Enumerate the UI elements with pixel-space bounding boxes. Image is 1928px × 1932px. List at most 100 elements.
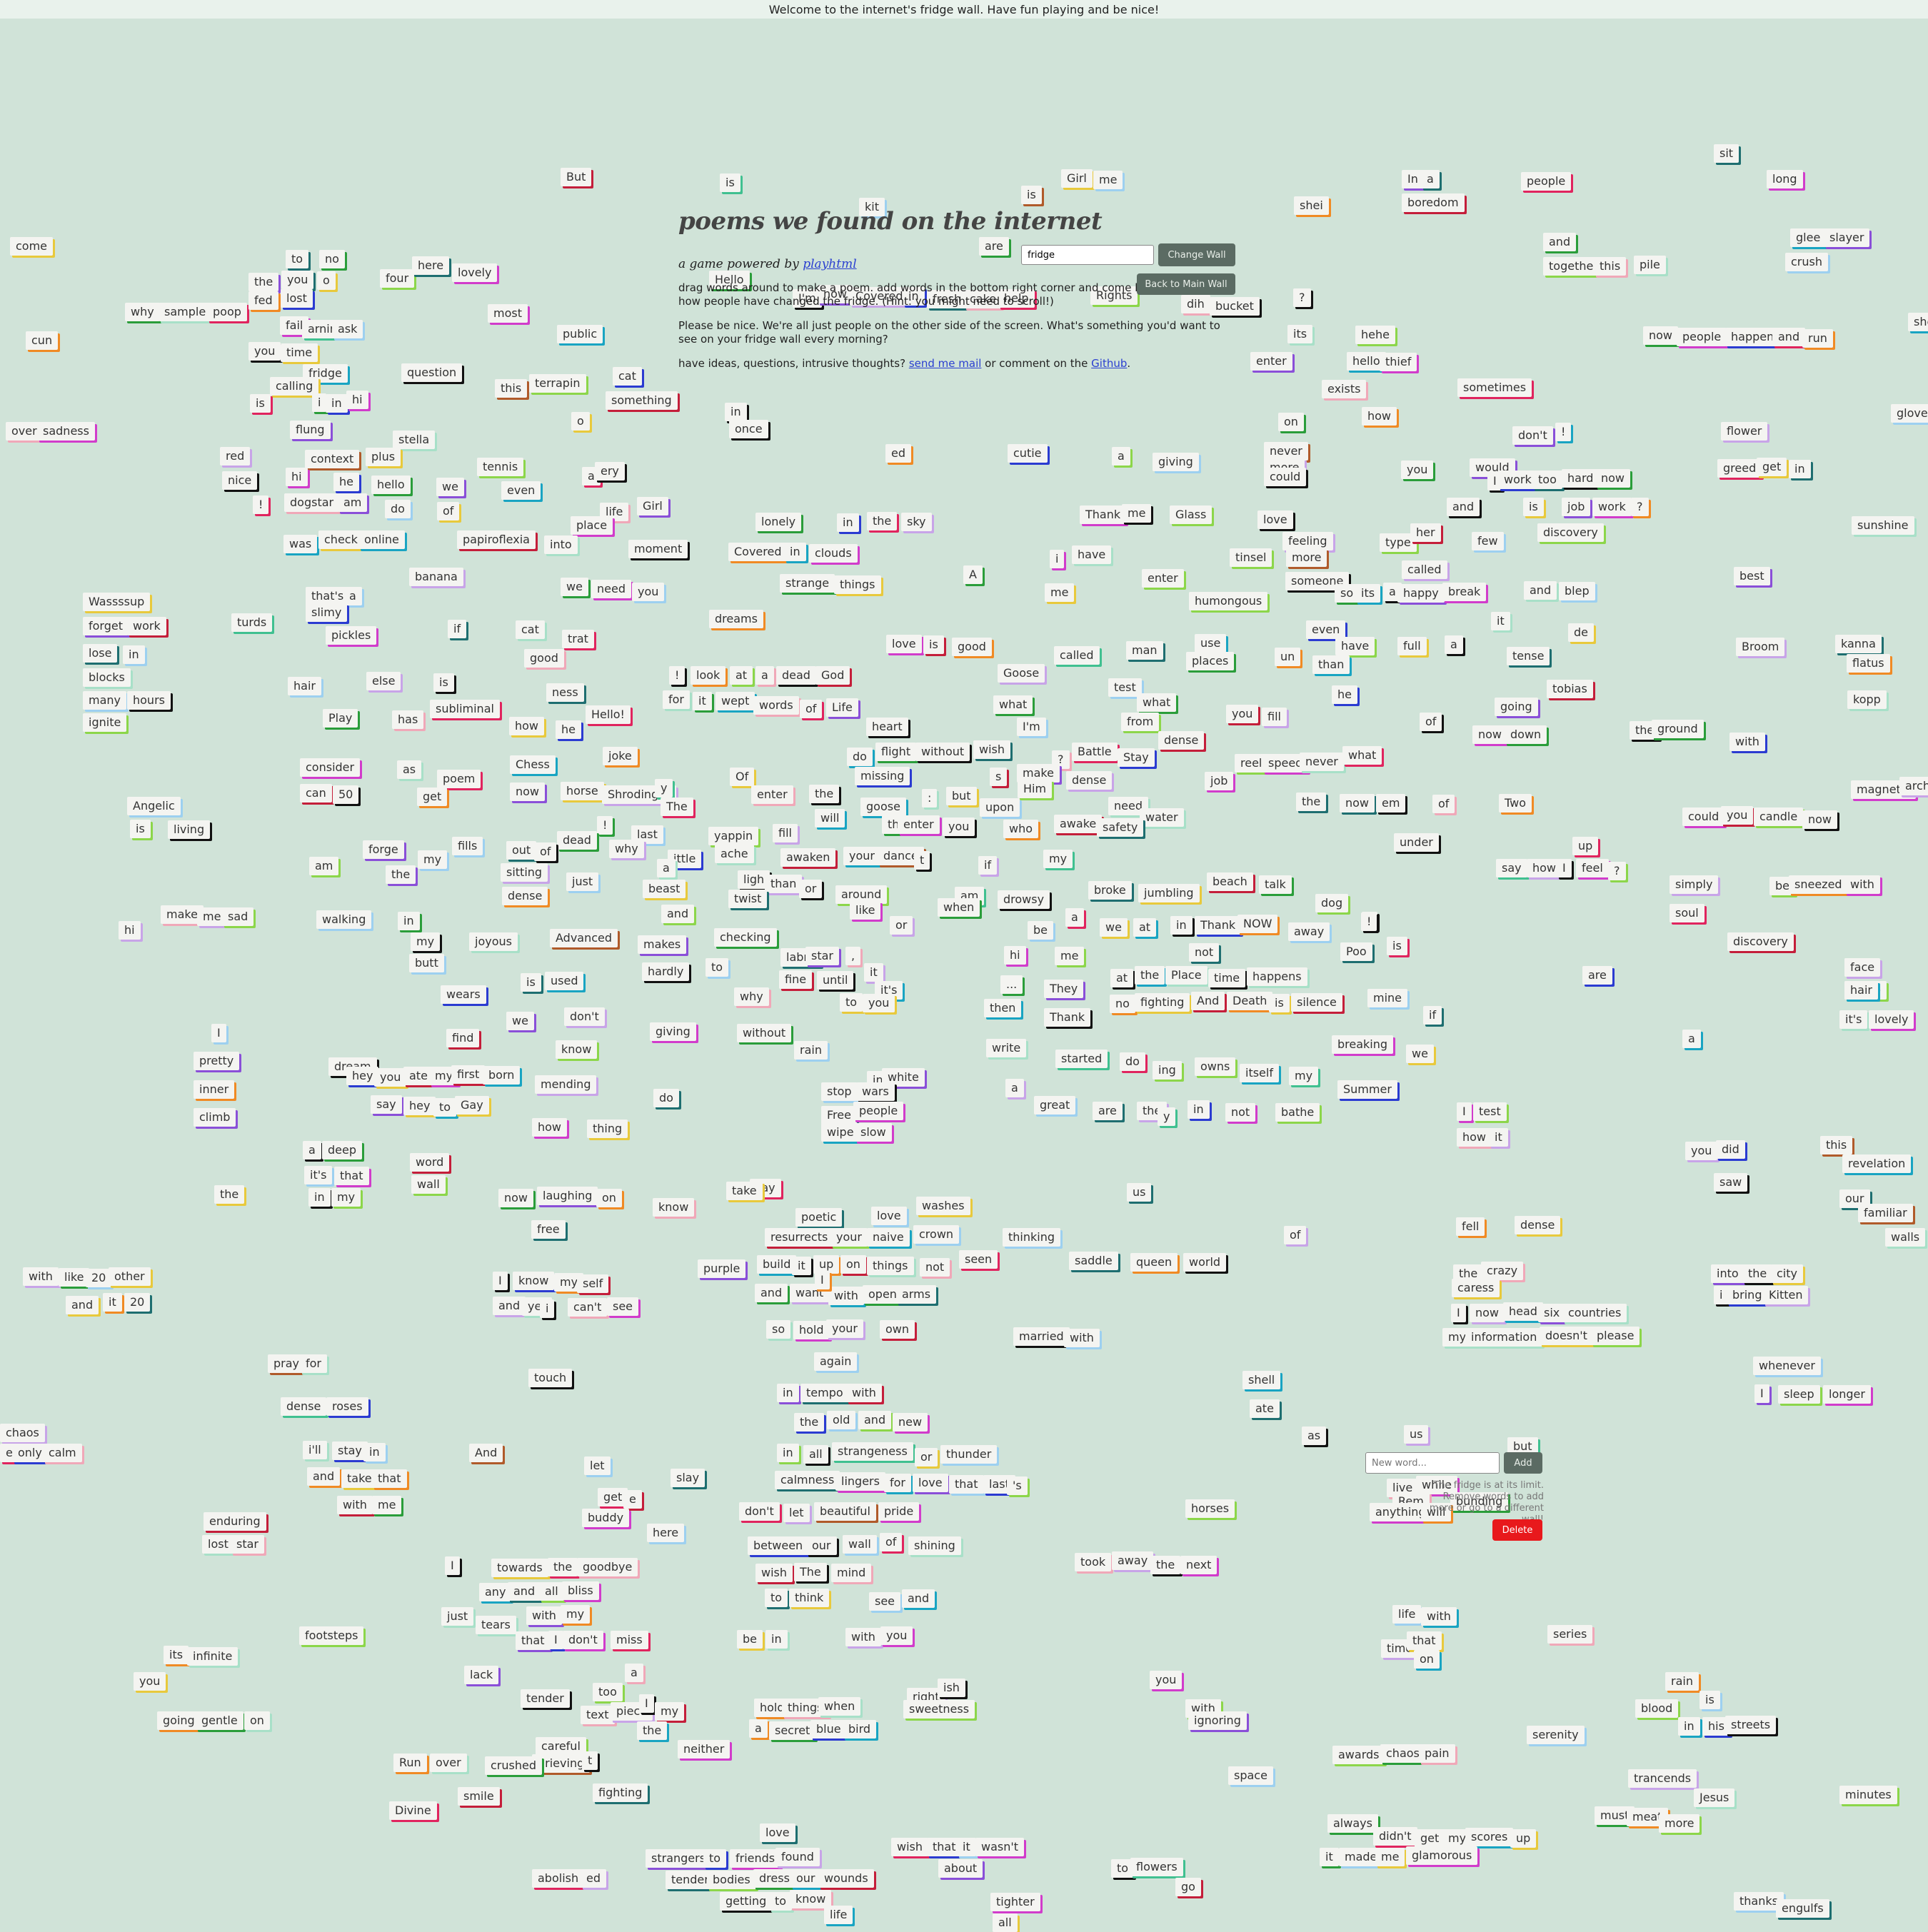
word-magnet[interactable]: people — [1677, 328, 1727, 346]
word-magnet[interactable]: question — [401, 363, 463, 382]
word-magnet[interactable]: arch — [1899, 777, 1928, 795]
word-magnet[interactable]: take — [726, 1182, 763, 1200]
word-magnet[interactable]: fighting — [593, 1783, 648, 1802]
word-magnet[interactable]: to — [765, 1589, 788, 1607]
word-magnet[interactable]: space — [1228, 1766, 1273, 1785]
word-magnet[interactable]: about — [938, 1859, 983, 1878]
word-magnet[interactable]: 's — [1007, 1476, 1028, 1495]
word-magnet[interactable]: if — [448, 620, 467, 638]
word-magnet[interactable]: she — [1908, 313, 1928, 331]
word-magnet[interactable]: to — [769, 1892, 793, 1911]
word-magnet[interactable]: fighting — [1135, 993, 1190, 1012]
word-magnet[interactable]: is — [521, 973, 541, 992]
word-magnet[interactable]: rain — [794, 1041, 828, 1060]
word-magnet[interactable]: face — [1844, 958, 1881, 977]
word-magnet[interactable]: life — [1392, 1605, 1422, 1624]
word-magnet[interactable]: if — [1423, 1006, 1442, 1025]
word-magnet[interactable]: revelation — [1842, 1154, 1912, 1173]
word-magnet[interactable]: be — [737, 1630, 763, 1649]
word-magnet[interactable]: abolish — [532, 1869, 585, 1888]
word-magnet[interactable]: hey — [346, 1067, 379, 1085]
word-magnet[interactable]: did — [1716, 1140, 1745, 1159]
word-magnet[interactable]: are — [1093, 1102, 1123, 1120]
word-magnet[interactable]: love — [1257, 510, 1293, 529]
word-magnet[interactable]: dog — [1315, 894, 1349, 912]
word-magnet[interactable]: it — [1489, 1128, 1508, 1147]
word-magnet[interactable]: blep — [1559, 582, 1595, 600]
word-magnet[interactable]: ish — [938, 1679, 965, 1697]
new-word-input[interactable] — [1365, 1452, 1500, 1474]
word-magnet[interactable]: it — [1491, 612, 1510, 630]
word-magnet[interactable]: even — [1306, 620, 1346, 639]
word-magnet[interactable]: how — [1457, 1128, 1492, 1147]
word-magnet[interactable]: hi — [1004, 946, 1026, 965]
word-magnet[interactable]: not — [1225, 1103, 1256, 1122]
word-magnet[interactable]: humongous — [1189, 592, 1268, 610]
word-magnet[interactable]: glamorous — [1406, 1846, 1478, 1865]
word-magnet[interactable]: away — [1288, 922, 1330, 941]
word-magnet[interactable]: breaking — [1332, 1035, 1394, 1054]
word-magnet[interactable]: here — [647, 1524, 685, 1542]
word-magnet[interactable]: me — [1375, 1848, 1405, 1866]
wall-name-input[interactable] — [1021, 245, 1154, 265]
word-magnet[interactable]: in — [1789, 460, 1811, 478]
word-magnet[interactable]: get — [417, 788, 448, 806]
word-magnet[interactable]: ask — [332, 320, 363, 338]
word-magnet[interactable]: Jesus — [1694, 1788, 1735, 1807]
word-magnet[interactable]: us — [1127, 1183, 1152, 1202]
word-magnet[interactable]: and — [307, 1467, 341, 1486]
word-magnet[interactable]: pray — [268, 1354, 306, 1373]
word-magnet[interactable]: crushed — [485, 1756, 542, 1775]
word-magnet[interactable]: down — [1505, 725, 1547, 744]
word-magnet[interactable]: you — [863, 994, 895, 1012]
word-magnet[interactable]: do — [653, 1089, 679, 1107]
word-magnet[interactable]: and — [1447, 498, 1480, 516]
word-magnet[interactable]: stella — [393, 431, 436, 449]
word-magnet[interactable]: up — [1510, 1829, 1537, 1848]
word-magnet[interactable]: a — [1112, 447, 1130, 466]
word-magnet[interactable]: pride — [878, 1502, 920, 1521]
word-magnet[interactable]: Him — [1018, 780, 1053, 798]
word-magnet[interactable]: make — [1017, 764, 1060, 783]
word-magnet[interactable]: dreams — [709, 610, 763, 628]
word-magnet[interactable]: us — [1404, 1425, 1429, 1444]
word-magnet[interactable]: test — [1108, 678, 1142, 697]
word-magnet[interactable]: online — [358, 530, 405, 549]
word-magnet[interactable]: up — [813, 1255, 840, 1274]
word-magnet[interactable]: awaken — [780, 848, 836, 867]
word-magnet[interactable]: text — [581, 1706, 615, 1724]
word-magnet[interactable]: a — [1421, 170, 1440, 188]
github-link[interactable]: Github — [1091, 357, 1128, 370]
word-magnet[interactable]: dih — [1181, 295, 1210, 313]
word-magnet[interactable]: ery — [595, 462, 625, 481]
word-magnet[interactable]: and — [1772, 328, 1806, 346]
word-magnet[interactable]: Free — [821, 1106, 857, 1125]
word-magnet[interactable]: called — [1402, 560, 1447, 579]
word-magnet[interactable]: my — [1289, 1067, 1319, 1085]
word-magnet[interactable]: poop — [207, 303, 247, 321]
word-magnet[interactable]: giving — [1153, 453, 1199, 471]
word-magnet[interactable]: ate — [1250, 1399, 1280, 1418]
word-magnet[interactable]: can — [300, 784, 332, 803]
word-magnet[interactable]: I — [211, 1024, 226, 1042]
word-magnet[interactable]: twist — [728, 890, 768, 908]
word-magnet[interactable]: more — [1659, 1814, 1700, 1833]
word-magnet[interactable]: now — [1595, 469, 1631, 488]
word-magnet[interactable]: Poo — [1340, 942, 1372, 961]
word-magnet[interactable]: its — [1287, 325, 1313, 343]
word-magnet[interactable]: flight — [875, 743, 917, 761]
word-magnet[interactable]: is — [1269, 994, 1290, 1012]
word-magnet[interactable]: it — [957, 1838, 976, 1856]
word-magnet[interactable]: or — [890, 916, 913, 935]
word-magnet[interactable]: boredom — [1402, 193, 1465, 212]
word-magnet[interactable]: the — [248, 273, 279, 291]
word-magnet[interactable]: mending — [535, 1075, 597, 1094]
word-magnet[interactable]: sit — [1714, 144, 1739, 163]
word-magnet[interactable]: let — [783, 1504, 810, 1522]
word-magnet[interactable]: o — [571, 412, 590, 431]
word-magnet[interactable]: around — [835, 885, 888, 904]
word-magnet[interactable]: my — [655, 1702, 685, 1721]
word-magnet[interactable]: my — [1043, 850, 1073, 868]
word-magnet[interactable]: A — [963, 565, 983, 584]
word-magnet[interactable]: that — [1407, 1631, 1442, 1650]
